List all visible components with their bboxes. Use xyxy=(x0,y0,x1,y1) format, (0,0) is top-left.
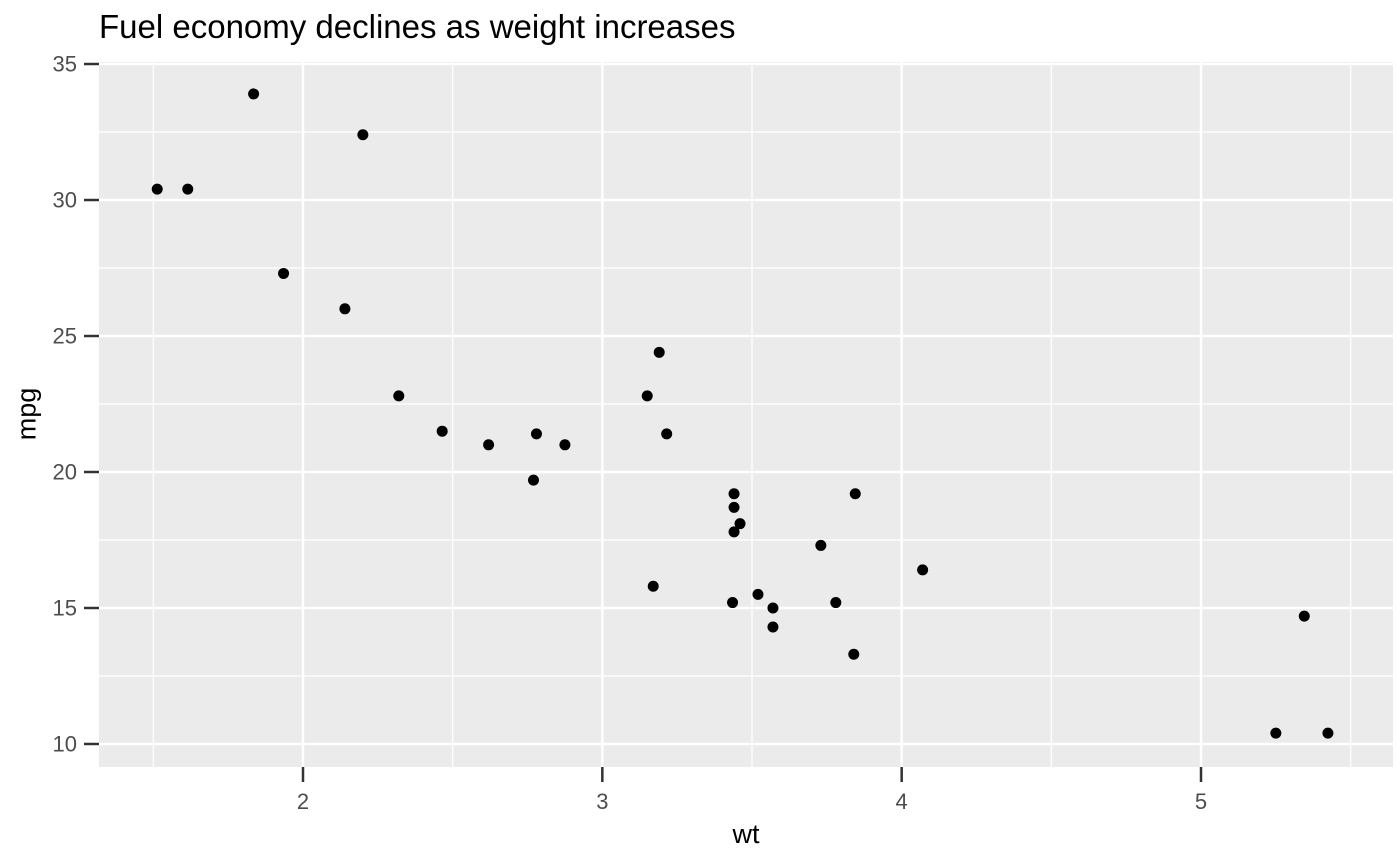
data-point xyxy=(728,488,740,500)
y-tick-label: 10 xyxy=(53,732,77,757)
data-point xyxy=(848,648,860,660)
data-point xyxy=(917,564,929,576)
data-point xyxy=(530,428,542,440)
data-point xyxy=(483,439,495,451)
y-tick-label: 30 xyxy=(53,188,77,213)
data-point xyxy=(357,129,369,141)
data-point xyxy=(527,474,539,486)
data-point xyxy=(647,580,659,592)
data-point xyxy=(653,346,665,358)
y-axis-title: mpg xyxy=(11,387,42,441)
x-tick-label: 2 xyxy=(297,789,309,814)
data-point xyxy=(728,526,740,538)
y-tick-label: 20 xyxy=(53,460,77,485)
data-point xyxy=(393,390,405,402)
y-tick-label: 35 xyxy=(53,52,77,77)
data-point xyxy=(767,621,779,633)
data-point xyxy=(727,597,739,609)
data-point xyxy=(830,597,842,609)
data-point xyxy=(815,539,827,551)
x-tick-label: 4 xyxy=(896,789,908,814)
y-tick-label: 25 xyxy=(53,324,77,349)
x-axis-title: wt xyxy=(732,819,760,849)
data-point xyxy=(559,439,571,451)
data-point xyxy=(641,390,653,402)
data-point xyxy=(752,588,764,600)
data-point xyxy=(436,425,448,437)
y-tick-label: 15 xyxy=(53,596,77,621)
x-tick-label: 5 xyxy=(1195,789,1207,814)
data-point xyxy=(661,428,673,440)
panel-background xyxy=(99,62,1393,767)
data-point xyxy=(1298,610,1310,622)
data-point xyxy=(278,267,290,279)
data-point xyxy=(248,88,260,100)
x-tick-label: 3 xyxy=(596,789,608,814)
data-point xyxy=(734,518,746,530)
data-point xyxy=(849,488,861,500)
data-point xyxy=(339,303,351,315)
data-point xyxy=(767,602,779,614)
data-point xyxy=(1322,727,1334,739)
data-point xyxy=(151,183,163,195)
data-point xyxy=(182,183,194,195)
data-point xyxy=(1270,727,1282,739)
chart-title: Fuel economy declines as weight increase… xyxy=(99,8,736,45)
data-point xyxy=(728,501,740,513)
